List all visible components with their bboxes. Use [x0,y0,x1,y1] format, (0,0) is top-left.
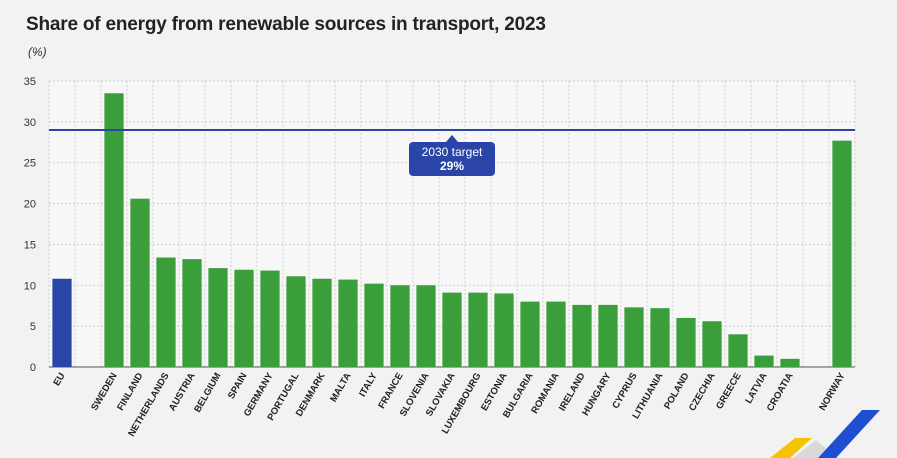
eurostat-logo-mark [770,410,880,458]
bar-spain [234,269,254,367]
x-tick-label-czechia: CZECHIA [687,371,718,413]
chart-title: Share of energy from renewable sources i… [26,14,546,35]
target-callout-pointer [446,135,458,142]
bar-croatia [780,358,800,367]
logo-blue-stripe [818,410,880,458]
label-layer: EU SWEDENFINLANDNETHERLANDSAUSTRIABELGIUM… [51,370,847,438]
bar-slovakia [442,292,462,367]
bar-hungary [598,304,618,367]
target-callout-box [409,142,495,176]
bar-france [390,285,410,367]
bar-ireland [572,304,592,367]
x-tick-label-cyprus: CYPRUS [610,371,639,411]
bar-slovenia [416,285,436,367]
target-label-line1: 2030 target [422,145,483,159]
x-tick-label-norway: NORWAY [817,370,848,412]
x-tick-label-latvia: LATVIA [743,371,769,406]
y-tick-label: 0 [30,362,36,374]
bar-sweden [104,93,124,367]
x-tick-label-spain: SPAIN [226,371,250,401]
y-axis-unit-label: (%) [28,45,47,59]
bar-layer [52,93,852,367]
bar-estonia [494,293,514,367]
x-tick-label-greece: GREECE [714,371,744,411]
bar-italy [364,283,384,367]
bar-lithuania [650,308,670,367]
bar-czechia [702,321,722,367]
bar-cyprus [624,307,644,367]
bar-poland [676,317,696,367]
y-tick-label: 35 [24,76,36,88]
x-tick-label-italy: ITALY [357,370,380,398]
bar-finland [130,198,150,367]
y-tick-label: 25 [24,158,36,170]
bar-eu [52,278,72,367]
y-tick-label: 15 [24,239,36,251]
x-tick-label-eu: EU [51,371,67,388]
bar-norway [832,140,852,367]
bar-romania [546,301,566,367]
y-tick-label: 10 [24,280,36,292]
bar-belgium [208,268,228,367]
y-tick-label: 5 [30,321,36,333]
bar-malta [338,279,358,367]
bar-greece [728,334,748,367]
target-layer: 2030 target 29% [49,129,855,176]
y-tick-label: 20 [24,199,36,211]
x-tick-label-malta: MALTA [328,371,354,404]
x-tick-label-croatia: CROATIA [765,371,796,413]
logo-yellow-stripe [770,438,812,458]
bar-luxembourg [468,292,488,367]
target-label-value: 29% [440,159,464,173]
x-tick-label-france: FRANCE [376,371,405,411]
bar-denmark [312,278,332,367]
bar-bulgaria [520,301,540,367]
bar-austria [182,259,202,367]
bar-germany [260,270,280,367]
bar-portugal [286,276,306,367]
bar-netherlands [156,257,176,367]
y-tick-label: 30 [24,117,36,129]
bar-latvia [754,355,774,367]
